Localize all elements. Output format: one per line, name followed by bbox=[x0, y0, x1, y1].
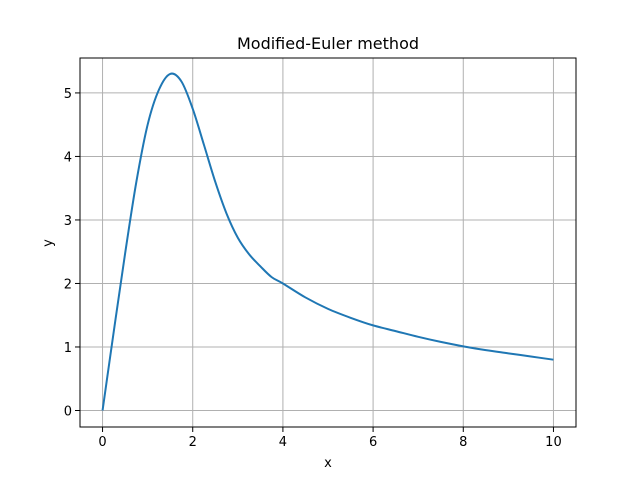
y-tick-label: 4 bbox=[64, 150, 72, 165]
y-axis-label: y bbox=[41, 239, 56, 247]
x-tick-label: 4 bbox=[279, 435, 287, 450]
y-tick-label: 5 bbox=[64, 87, 72, 102]
x-tick-label: 8 bbox=[459, 435, 467, 450]
series-line bbox=[101, 72, 554, 411]
y-tick-label: 2 bbox=[64, 277, 72, 292]
y-tick-label: 1 bbox=[64, 341, 72, 356]
x-tick-label: 0 bbox=[98, 435, 106, 450]
x-tick-label: 2 bbox=[189, 435, 197, 450]
x-tick-label: 6 bbox=[369, 435, 377, 450]
x-axis-label: x bbox=[324, 456, 332, 471]
chart-title: Modified-Euler method bbox=[237, 34, 419, 53]
ticks: 0 2 4 6 8 10 0 1 2 3 4 5 bbox=[64, 87, 562, 450]
y-tick-label: 0 bbox=[64, 404, 72, 419]
axes-frame bbox=[79, 57, 577, 428]
series-layer bbox=[101, 72, 554, 411]
x-tick-label: 10 bbox=[545, 435, 562, 450]
grid bbox=[80, 58, 576, 427]
y-tick-label: 3 bbox=[64, 214, 72, 229]
